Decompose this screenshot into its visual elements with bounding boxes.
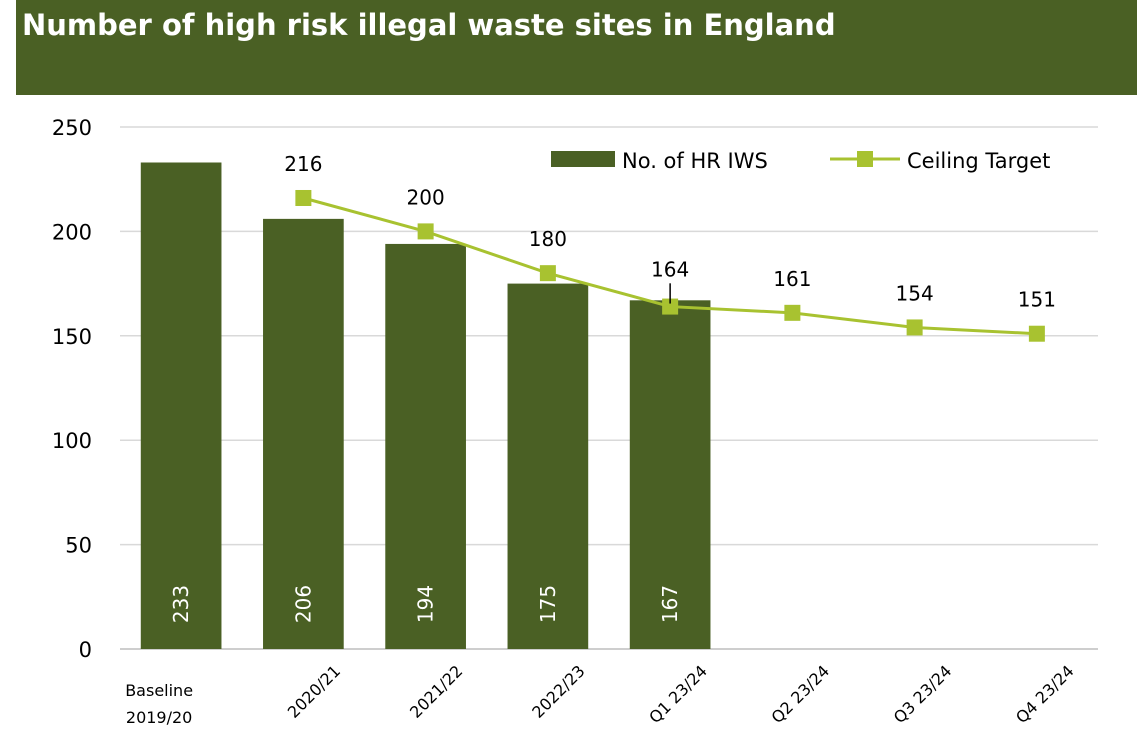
bar [629, 300, 711, 649]
chart-title-bar: Number of high risk illegal waste sites … [16, 0, 1137, 95]
target-value-label: 154 [896, 281, 934, 305]
bar-value-label: 194 [414, 585, 438, 623]
y-tick-label: 50 [65, 534, 92, 558]
x-tick-label: Q2 23/24 [767, 661, 833, 727]
x-tick-label: Baseline 2019/20 [125, 681, 193, 727]
target-marker [662, 298, 679, 315]
y-tick-label: 150 [52, 325, 92, 349]
bar [140, 162, 222, 649]
y-tick-label: 200 [52, 220, 92, 244]
bar-value-label: 167 [658, 585, 682, 623]
y-tick-label: 100 [52, 429, 92, 453]
bar [263, 218, 344, 649]
bar-value-label: 233 [169, 585, 193, 623]
bar-value-label: 206 [291, 585, 315, 623]
target-value-label: 151 [1018, 288, 1056, 312]
x-tick-label: Q1 23/24 [645, 661, 711, 727]
target-marker [784, 304, 801, 321]
x-tick-label: Q3 23/24 [890, 661, 956, 727]
y-tick-label: 0 [79, 638, 92, 662]
target-value-label: 180 [529, 227, 567, 251]
chart-title: Number of high risk illegal waste sites … [22, 8, 836, 42]
target-marker [1028, 325, 1045, 342]
target-marker [295, 189, 312, 206]
bar [507, 283, 589, 649]
x-tick-label: 2021/22 [406, 661, 466, 721]
x-tick-label: Q4 23/24 [1012, 661, 1078, 727]
legend-label-line: Ceiling Target [907, 149, 1050, 173]
target-marker [417, 223, 434, 240]
target-value-label: 216 [284, 152, 322, 176]
legend-swatch-marker [857, 151, 873, 167]
x-tick-label: 2022/23 [528, 661, 588, 721]
target-marker [906, 319, 923, 336]
target-value-label: 161 [773, 267, 811, 291]
bar-value-label: 175 [536, 585, 560, 623]
target-value-label: 200 [407, 185, 445, 209]
legend-swatch-bars [551, 151, 615, 167]
x-tick-label: 2020/21 [284, 661, 344, 721]
target-marker [539, 265, 556, 282]
y-tick-label: 250 [52, 116, 92, 140]
bar [385, 243, 466, 650]
legend-label-bars: No. of HR IWS [622, 149, 768, 173]
target-value-label: 164 [651, 257, 689, 281]
